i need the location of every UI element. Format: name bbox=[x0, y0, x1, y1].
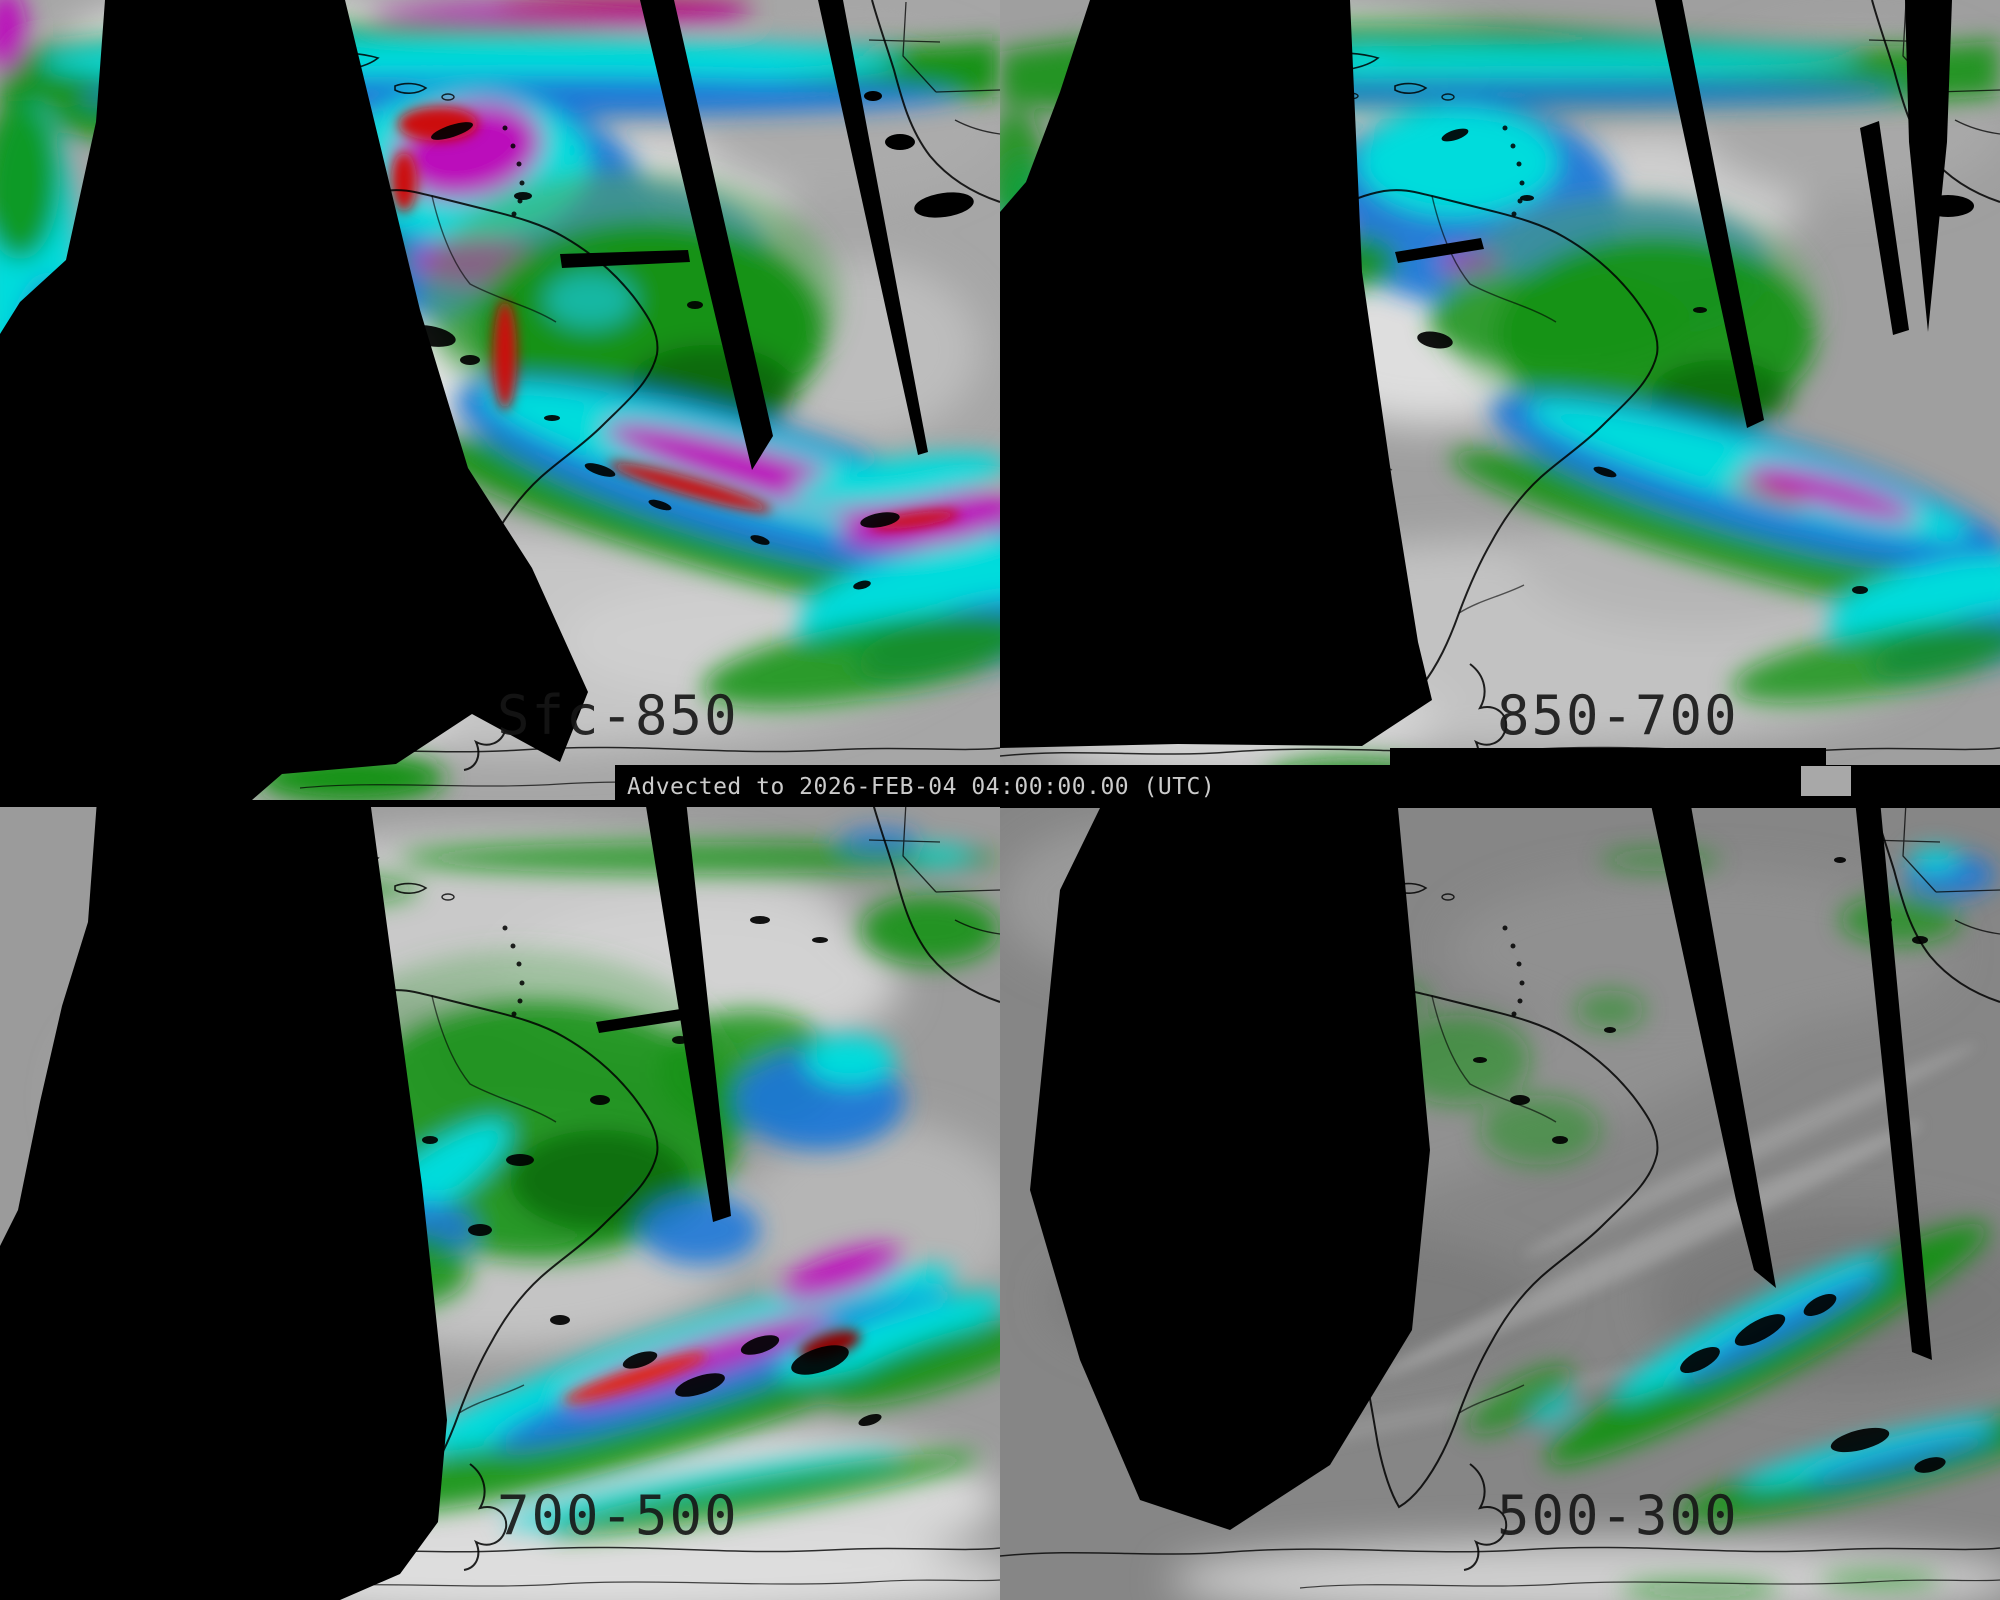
convective-specks bbox=[1417, 128, 1868, 594]
no-data-swath bbox=[0, 800, 1000, 1600]
layer-label-700-500: 700-500 bbox=[497, 1484, 739, 1547]
no-data-band bbox=[615, 765, 2000, 807]
convective-specks bbox=[422, 916, 882, 1427]
satellite-moisture-art bbox=[0, 800, 1000, 1600]
satellite-moisture-art bbox=[1000, 0, 2000, 800]
layer-label-500-300: 500-300 bbox=[1497, 1484, 1739, 1547]
layer-label-850-700: 850-700 bbox=[1497, 684, 1739, 747]
satellite-moisture-art bbox=[0, 0, 1000, 800]
panel-500-300: 500-300 bbox=[1000, 800, 2000, 1600]
satellite-moisture-art bbox=[1000, 800, 2000, 1600]
advection-time-banner: Advected to 2026-FEB-04 04:00:00.00 (UTC… bbox=[627, 774, 1216, 800]
no-data-swath bbox=[0, 0, 974, 800]
panel-700-500: 700-500 bbox=[0, 800, 1000, 1600]
panel-850-700: 850-700 bbox=[1000, 0, 2000, 800]
high-tpw-cores bbox=[391, 107, 960, 530]
layer-label-sfc-850: Sfc-850 bbox=[497, 684, 739, 747]
panel-sfc-850: Sfc-850 bbox=[0, 0, 1000, 800]
moisture-plume-group bbox=[1000, 22, 2000, 800]
no-data-band-gap bbox=[1801, 766, 1851, 796]
